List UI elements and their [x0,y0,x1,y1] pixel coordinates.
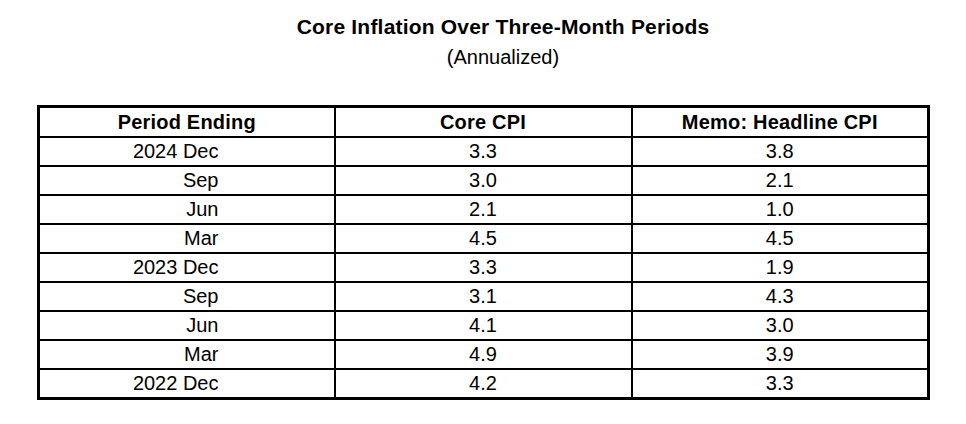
header-core-cpi: Core CPI [335,107,632,138]
table-row: Sep3.02.1 [39,166,929,195]
core-cpi-cell: 4.9 [335,340,632,369]
table-row: Mar4.93.9 [39,340,929,369]
core-cpi-cell: 3.3 [335,253,632,282]
table-row: 2023 Dec3.31.9 [39,253,929,282]
table-row: Sep3.14.3 [39,282,929,311]
header-headline-cpi: Memo: Headline CPI [632,107,929,138]
core-cpi-cell: 4.5 [335,224,632,253]
table-row: Mar4.54.5 [39,224,929,253]
core-cpi-cell: 3.1 [335,282,632,311]
headline-cpi-cell: 4.5 [632,224,929,253]
period-cell: Jun [39,311,335,340]
period-cell: Sep [39,282,335,311]
headline-cpi-cell: 3.3 [632,369,929,399]
page: Core Inflation Over Three-Month Periods … [0,0,966,424]
header-period-ending: Period Ending [39,107,335,138]
period-cell: 2023 Dec [39,253,335,282]
headline-cpi-cell: 4.3 [632,282,929,311]
table-row: 2024 Dec3.33.8 [39,137,929,166]
headline-cpi-cell: 2.1 [632,166,929,195]
core-cpi-cell: 4.2 [335,369,632,399]
table-header: Period Ending Core CPI Memo: Headline CP… [39,107,929,138]
headline-cpi-cell: 3.8 [632,137,929,166]
period-cell: Mar [39,224,335,253]
headline-cpi-cell: 3.9 [632,340,929,369]
period-cell: Sep [39,166,335,195]
period-cell: 2024 Dec [39,137,335,166]
core-cpi-cell: 4.1 [335,311,632,340]
table-row: Jun2.11.0 [39,195,929,224]
headline-cpi-cell: 1.0 [632,195,929,224]
core-cpi-cell: 2.1 [335,195,632,224]
core-cpi-cell: 3.3 [335,137,632,166]
core-cpi-cell: 3.0 [335,166,632,195]
cpi-table: Period Ending Core CPI Memo: Headline CP… [37,105,930,400]
period-cell: Jun [39,195,335,224]
table-title: Core Inflation Over Three-Month Periods [40,14,966,40]
headline-cpi-cell: 3.0 [632,311,929,340]
period-cell: Mar [39,340,335,369]
table-subtitle: (Annualized) [40,44,966,70]
header-row: Period Ending Core CPI Memo: Headline CP… [39,107,929,138]
headline-cpi-cell: 1.9 [632,253,929,282]
table-row: 2022 Dec4.23.3 [39,369,929,399]
period-cell: 2022 Dec [39,369,335,399]
table-body: 2024 Dec3.33.8Sep3.02.1Jun2.11.0Mar4.54.… [39,137,929,399]
table-row: Jun4.13.0 [39,311,929,340]
